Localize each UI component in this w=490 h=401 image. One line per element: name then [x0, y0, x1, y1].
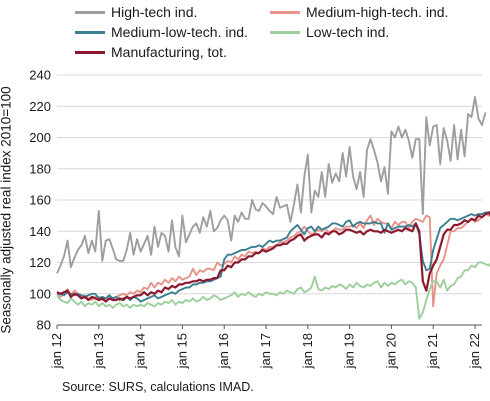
- y-tick-label: 160: [29, 193, 51, 208]
- y-tick-label: 240: [29, 68, 51, 83]
- series-lines: [56, 95, 490, 320]
- x-tick-label: jan 20: [383, 333, 398, 369]
- x-tick-label: jan 18: [300, 333, 315, 369]
- x-tick-label: jan 14: [133, 333, 148, 369]
- legend-item-manufacturing: Manufacturing, tot.: [75, 44, 227, 60]
- axes: [56, 324, 482, 329]
- y-tick-labels: 80 100 120 140 160 180 200 220 240: [29, 68, 51, 333]
- legend-swatch-high-tech: [75, 10, 105, 14]
- legend-label-medium-low-tech: Medium-low-tech. ind.: [111, 24, 248, 40]
- legend-label-high-tech: High-tech ind.: [111, 4, 198, 20]
- grid-lines: [57, 74, 482, 326]
- legend-item-low-tech: Low-tech ind.: [270, 24, 389, 40]
- y-tick-label: 140: [29, 224, 51, 239]
- x-tick-label: jan 12: [49, 333, 64, 369]
- x-tick-label: jan 16: [216, 333, 231, 369]
- y-tick-label: 100: [29, 286, 51, 301]
- legend-swatch-medium-high-tech: [270, 10, 300, 14]
- y-tick-label: 180: [29, 161, 51, 176]
- legend-swatch-medium-low-tech: [75, 30, 105, 34]
- legend-item-medium-high-tech: Medium-high-tech. ind.: [270, 4, 448, 20]
- series-line-medium-high-tech-ind: [56, 213, 490, 308]
- legend-item-medium-low-tech: Medium-low-tech. ind.: [75, 24, 248, 40]
- y-tick-label: 120: [29, 255, 51, 270]
- y-axis-label: Seasonally adjusted real index 2010=100: [0, 86, 14, 334]
- legend-label-medium-high-tech: Medium-high-tech. ind.: [306, 4, 449, 20]
- x-tick-label: jan 13: [91, 333, 106, 369]
- legend-label-manufacturing: Manufacturing, tot.: [111, 44, 227, 60]
- series-line-high-tech-ind: [56, 95, 487, 274]
- x-tick-label: jan 17: [258, 333, 273, 369]
- legend: High-tech ind. Medium-high-tech. ind. Me…: [75, 4, 485, 64]
- x-tick-label: jan 21: [425, 333, 440, 369]
- x-tick-label: jan 19: [342, 333, 357, 369]
- legend-label-low-tech: Low-tech ind.: [306, 24, 390, 40]
- source-note: Source: SURS, calculations IMAD.: [62, 380, 254, 394]
- y-tick-label: 200: [29, 130, 51, 145]
- x-tick-labels: jan 12 jan 13 jan 14 jan 15 jan 16 jan 17 jan …: [49, 333, 482, 369]
- legend-item-high-tech: High-tech ind.: [75, 4, 197, 20]
- y-tick-label: 80: [37, 318, 51, 333]
- x-tick-label: jan 15: [174, 333, 189, 369]
- y-tick-label: 220: [29, 99, 51, 114]
- legend-swatch-manufacturing: [75, 50, 105, 54]
- legend-swatch-low-tech: [270, 30, 300, 34]
- series-line-manufacturing-tot: [56, 211, 490, 303]
- x-tick-label: jan 22: [467, 333, 482, 369]
- series-line-low-tech-ind: [56, 261, 490, 320]
